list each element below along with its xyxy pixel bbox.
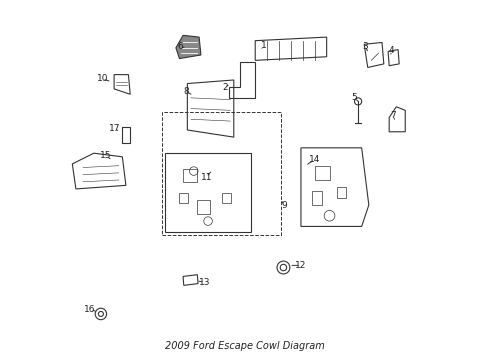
Text: 2: 2	[222, 83, 227, 92]
Bar	[336, 187, 345, 198]
Bar	[311, 191, 322, 205]
Text: 1: 1	[260, 41, 266, 50]
Text: 9: 9	[280, 201, 286, 210]
Text: 3: 3	[361, 41, 367, 50]
Bar	[179, 193, 188, 203]
Text: 13: 13	[198, 278, 210, 287]
Bar	[315, 166, 329, 180]
Text: 7: 7	[389, 111, 395, 120]
Bar	[197, 200, 209, 214]
Text: 10: 10	[96, 75, 108, 84]
Bar	[183, 169, 197, 182]
Polygon shape	[176, 35, 201, 59]
Text: 14: 14	[308, 155, 320, 164]
Bar	[222, 193, 231, 203]
Text: 2009 Ford Escape Cowl Diagram: 2009 Ford Escape Cowl Diagram	[164, 342, 324, 351]
Bar	[122, 127, 130, 143]
Bar	[162, 112, 281, 235]
Text: 17: 17	[108, 124, 120, 133]
Text: 6: 6	[177, 41, 183, 50]
Text: 16: 16	[84, 305, 96, 314]
Text: 5: 5	[351, 93, 357, 102]
Text: 11: 11	[200, 173, 212, 182]
Text: 15: 15	[100, 151, 111, 160]
Text: 4: 4	[387, 46, 393, 55]
Text: 12: 12	[295, 261, 306, 270]
Text: 8: 8	[183, 87, 189, 96]
